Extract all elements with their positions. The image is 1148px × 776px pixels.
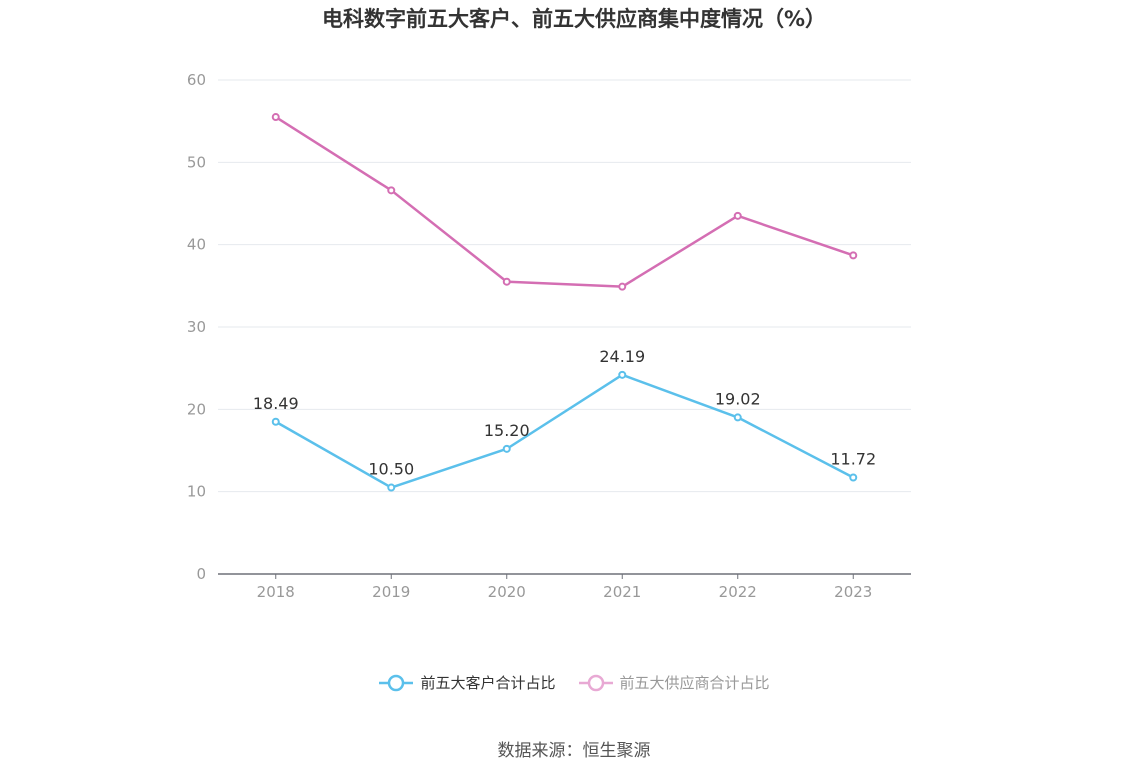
data-point-series-1 <box>387 483 396 492</box>
data-point-series-1 <box>271 417 280 426</box>
y-tick-label: 40 <box>187 236 206 254</box>
data-label: 24.19 <box>599 347 645 366</box>
data-point-series-2 <box>618 282 627 291</box>
data-label: 10.50 <box>368 460 414 479</box>
legend-label: 前五大客户合计占比 <box>420 674 556 692</box>
x-tick-label: 2020 <box>488 583 526 601</box>
x-tick-label: 2019 <box>372 583 410 601</box>
data-source-note: 数据来源：恒生聚源 <box>497 741 651 761</box>
chart-title: 电科数字前五大客户、前五大供应商集中度情况（%） <box>321 7 827 31</box>
x-tick-label: 2023 <box>834 583 872 601</box>
line-chart: 0 10 20 30 40 50 60 2018 2019 2020 2021 2022 2023 18.… <box>187 71 911 601</box>
x-tick-label: 2022 <box>719 583 757 601</box>
y-tick-label: 20 <box>187 400 206 418</box>
y-tick-label: 0 <box>196 565 206 583</box>
data-point-series-1 <box>618 370 627 379</box>
legend-label: 前五大供应商合计占比 <box>619 674 770 692</box>
series-line-2 <box>275 115 854 288</box>
data-point-series-2 <box>849 251 858 260</box>
legend-line-circle-icon <box>578 674 613 691</box>
data-label: 15.20 <box>484 421 530 440</box>
data-point-series-2 <box>733 211 742 220</box>
data-point-series-1 <box>849 473 858 482</box>
series-line-1 <box>275 373 854 489</box>
y-tick-label: 30 <box>187 318 206 336</box>
data-label: 19.02 <box>715 389 761 408</box>
x-tick-label: 2021 <box>603 583 641 601</box>
legend-item-series-1[interactable]: 前五大客户合计占比 <box>378 672 556 693</box>
legend-item-series-2[interactable]: 前五大供应商合计占比 <box>578 672 770 693</box>
y-tick-label: 50 <box>187 153 206 171</box>
legend-line-circle-icon <box>379 674 414 691</box>
y-tick-label: 10 <box>187 483 206 501</box>
chart-legend: 前五大客户合计占比 前五大供应商合计占比 <box>0 672 1148 693</box>
data-point-series-1 <box>733 413 742 422</box>
data-point-series-2 <box>271 113 280 122</box>
data-point-series-2 <box>502 277 511 286</box>
data-point-series-2 <box>387 186 396 195</box>
data-label: 18.49 <box>253 394 299 413</box>
data-point-series-1 <box>502 444 511 453</box>
x-tick-label: 2018 <box>257 583 295 601</box>
y-tick-label: 60 <box>187 71 206 89</box>
data-label: 11.72 <box>830 450 876 469</box>
